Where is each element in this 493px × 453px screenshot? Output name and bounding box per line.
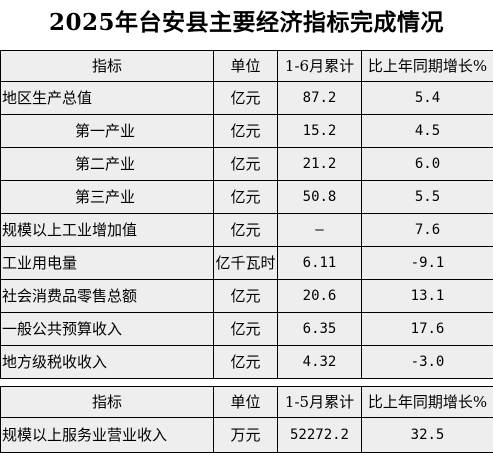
cumulative-value-cell: 21.2 (278, 148, 362, 181)
cumulative-value-cell: 52272.2 (278, 418, 362, 453)
unit-cell: 亿元 (214, 346, 278, 379)
column-header-unit: 单位 (214, 387, 278, 418)
table-header-row: 指标 单位 1-6月累计 比上年同期增长% (1, 51, 493, 82)
cumulative-value-cell: 6.11 (278, 247, 362, 280)
column-header-unit: 单位 (214, 51, 278, 82)
column-header-growth: 比上年同期增长% (362, 51, 493, 82)
unit-cell: 万元 (214, 418, 278, 453)
growth-value-cell: 6.0 (362, 148, 493, 181)
growth-value-cell: -9.1 (362, 247, 493, 280)
indicator-name-cell: 第二产业 (1, 148, 214, 181)
growth-value-cell: 32.5 (362, 418, 493, 453)
indicator-name-cell: 一般公共预算收入 (1, 313, 214, 346)
growth-value-cell: 17.6 (362, 313, 493, 346)
unit-cell: 亿元 (214, 214, 278, 247)
table-row: 规模以上工业增加值亿元—7.6 (1, 214, 493, 247)
unit-cell: 亿元 (214, 280, 278, 313)
indicator-name-cell: 工业用电量 (1, 247, 214, 280)
cumulative-value-cell: 6.35 (278, 313, 362, 346)
unit-cell: 亿元 (214, 115, 278, 148)
cumulative-value-cell: 20.6 (278, 280, 362, 313)
column-header-indicator: 指标 (1, 51, 214, 82)
growth-value-cell: 7.6 (362, 214, 493, 247)
unit-cell: 亿元 (214, 313, 278, 346)
page-title: 2025年台安县主要经济指标完成情况 (0, 6, 493, 40)
unit-cell: 亿千瓦时 (214, 247, 278, 280)
cumulative-value-cell: 87.2 (278, 82, 362, 115)
growth-value-cell: 4.5 (362, 115, 493, 148)
unit-cell: 亿元 (214, 181, 278, 214)
indicator-name-cell: 规模以上工业增加值 (1, 214, 214, 247)
indicator-name-cell: 第三产业 (1, 181, 214, 214)
unit-cell: 亿元 (214, 82, 278, 115)
cumulative-value-cell: 50.8 (278, 181, 362, 214)
indicator-name-cell: 地区生产总值 (1, 82, 214, 115)
growth-value-cell: -3.0 (362, 346, 493, 379)
column-header-indicator: 指标 (1, 387, 214, 418)
cumulative-value-cell: — (278, 214, 362, 247)
column-header-growth: 比上年同期增长% (362, 387, 493, 418)
column-header-cumulative: 1-6月累计 (278, 51, 362, 82)
indicator-name-cell: 第一产业 (1, 115, 214, 148)
column-header-cumulative: 1-5月累计 (278, 387, 362, 418)
growth-value-cell: 5.4 (362, 82, 493, 115)
unit-cell: 亿元 (214, 148, 278, 181)
cumulative-value-cell: 15.2 (278, 115, 362, 148)
growth-value-cell: 5.5 (362, 181, 493, 214)
indicator-name-cell: 社会消费品零售总额 (1, 280, 214, 313)
growth-value-cell: 13.1 (362, 280, 493, 313)
indicator-name-cell: 地方级税收收入 (1, 346, 214, 379)
indicator-name-cell: 规模以上服务业营业收入 (1, 418, 214, 453)
cumulative-value-cell: 4.32 (278, 346, 362, 379)
table-header-row: 指标 单位 1-5月累计 比上年同期增长% (1, 387, 493, 418)
